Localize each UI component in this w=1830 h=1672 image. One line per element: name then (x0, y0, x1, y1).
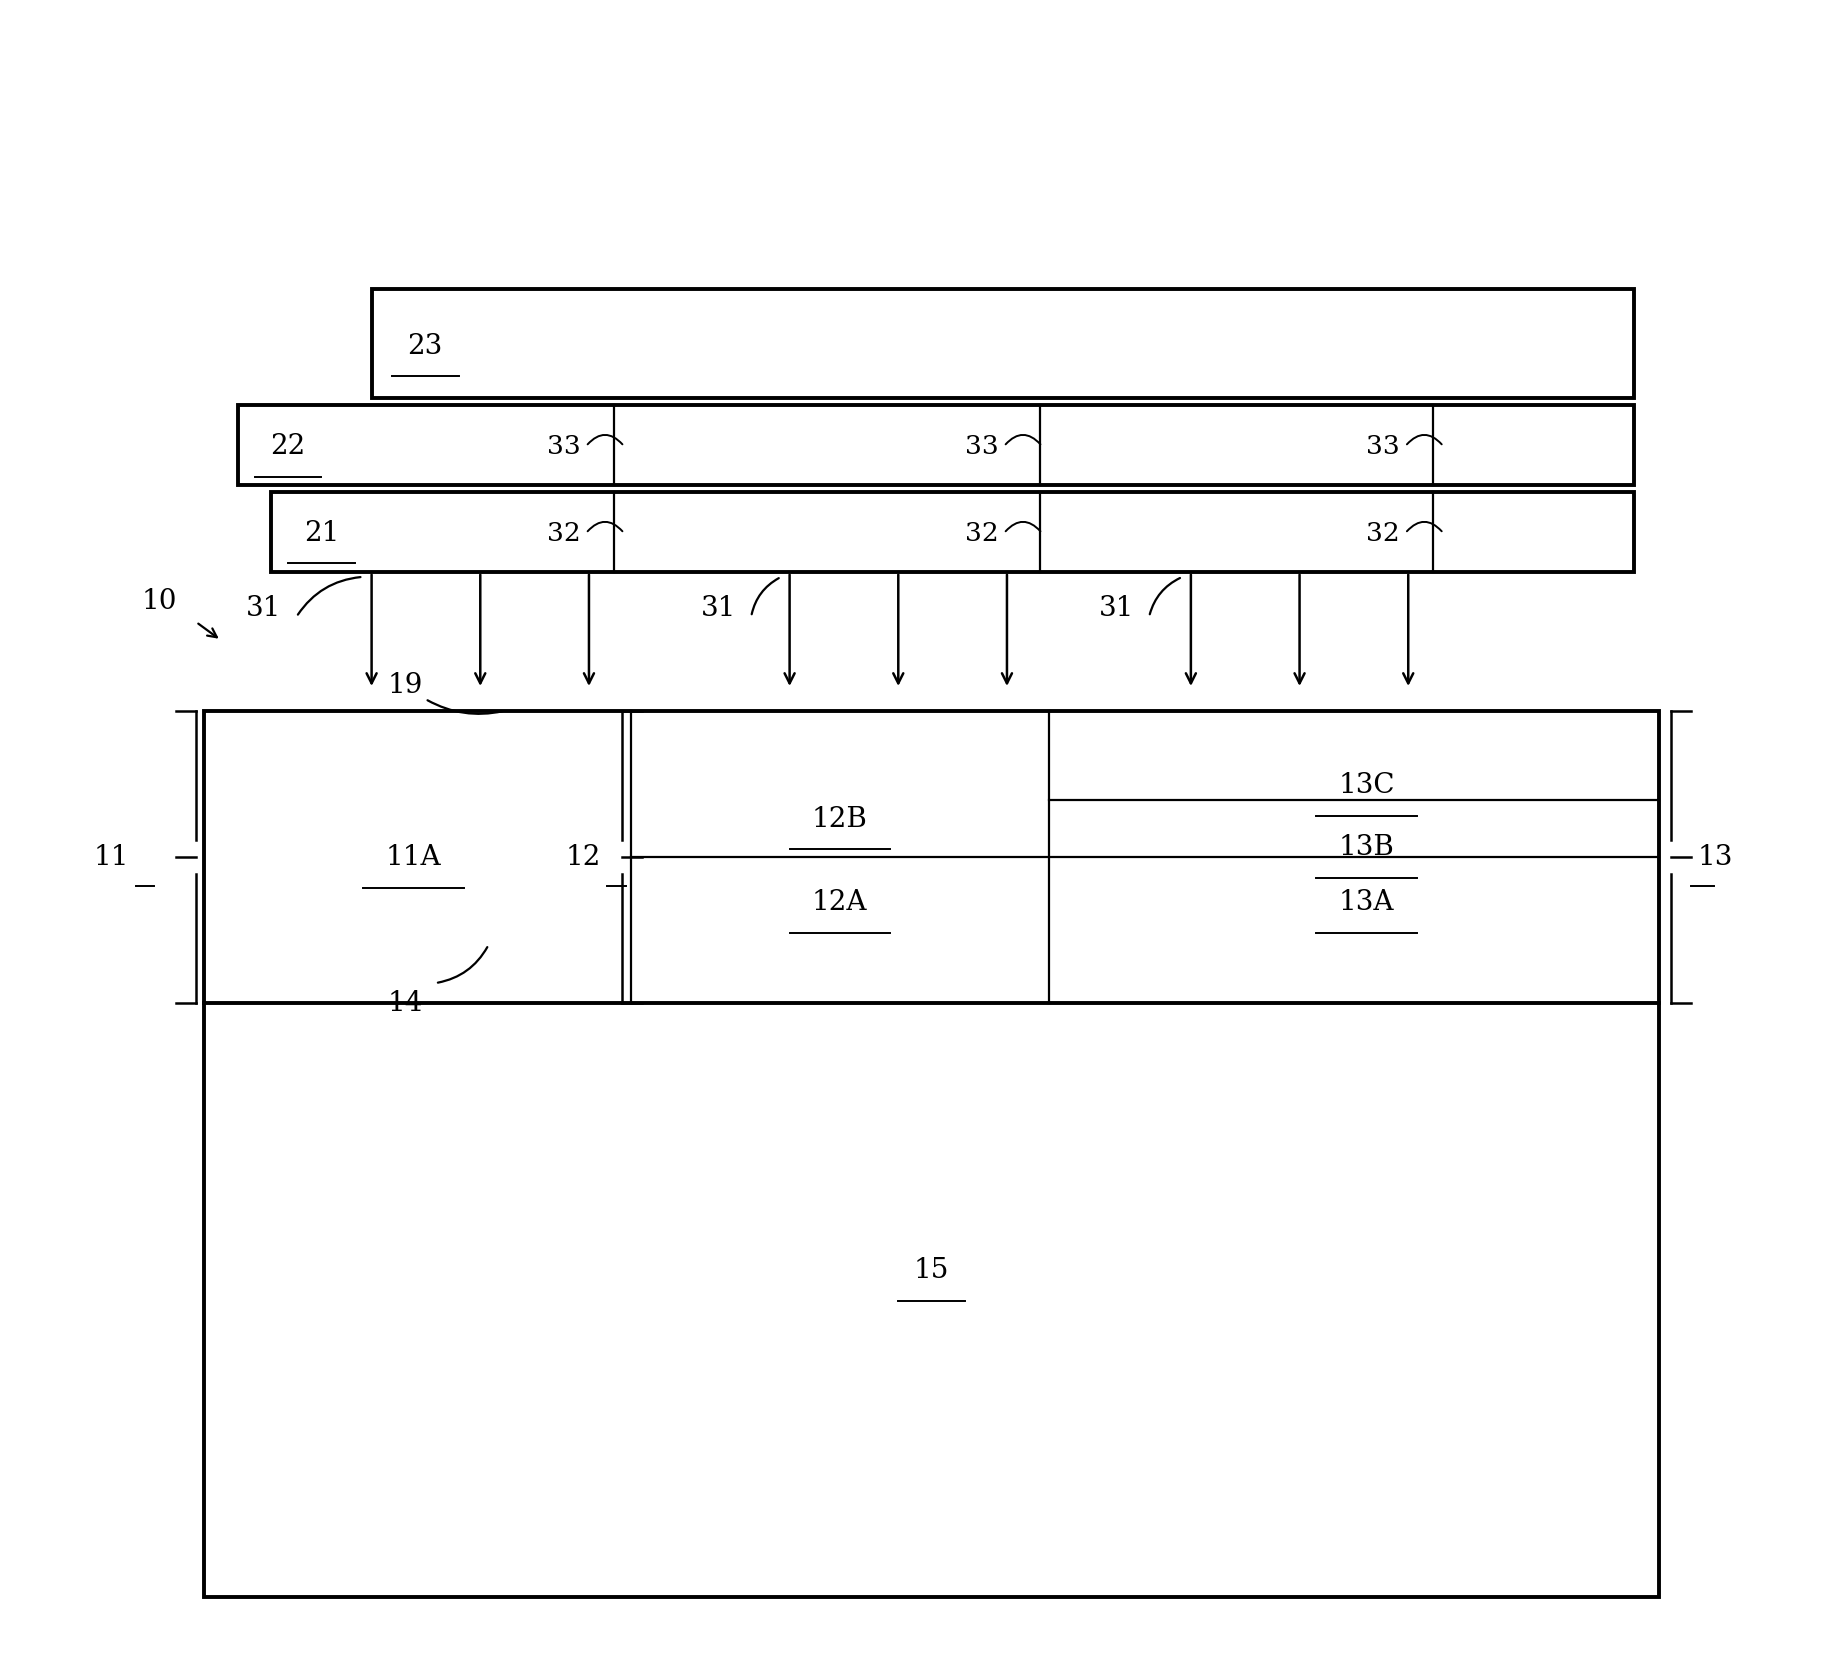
Text: 33: 33 (964, 435, 999, 458)
Text: 31: 31 (701, 595, 736, 622)
Text: 13B: 13B (1338, 834, 1394, 861)
Text: 14: 14 (388, 990, 423, 1017)
Bar (371, 289, 1634, 398)
Text: 21: 21 (304, 520, 339, 547)
Text: 15: 15 (913, 1257, 950, 1284)
Text: 12A: 12A (813, 890, 867, 916)
Text: 31: 31 (1100, 595, 1135, 622)
Text: 13A: 13A (1340, 890, 1394, 916)
Text: 23: 23 (408, 333, 443, 359)
Bar (238, 405, 1634, 485)
Text: 32: 32 (964, 522, 999, 545)
Text: 12B: 12B (813, 806, 867, 833)
Text: 32: 32 (1367, 522, 1400, 545)
Bar (205, 711, 1660, 1597)
Text: 10: 10 (141, 589, 178, 615)
Text: 33: 33 (547, 435, 580, 458)
Text: 22: 22 (271, 433, 306, 460)
Text: 19: 19 (388, 672, 423, 699)
Text: 11: 11 (93, 844, 130, 871)
Text: 13: 13 (1698, 844, 1733, 871)
Text: 11A: 11A (386, 844, 441, 871)
Text: 31: 31 (247, 595, 282, 622)
Text: 33: 33 (1367, 435, 1400, 458)
Text: 13C: 13C (1338, 772, 1394, 799)
Text: 32: 32 (547, 522, 580, 545)
Bar (271, 492, 1634, 572)
Text: 12: 12 (565, 844, 600, 871)
